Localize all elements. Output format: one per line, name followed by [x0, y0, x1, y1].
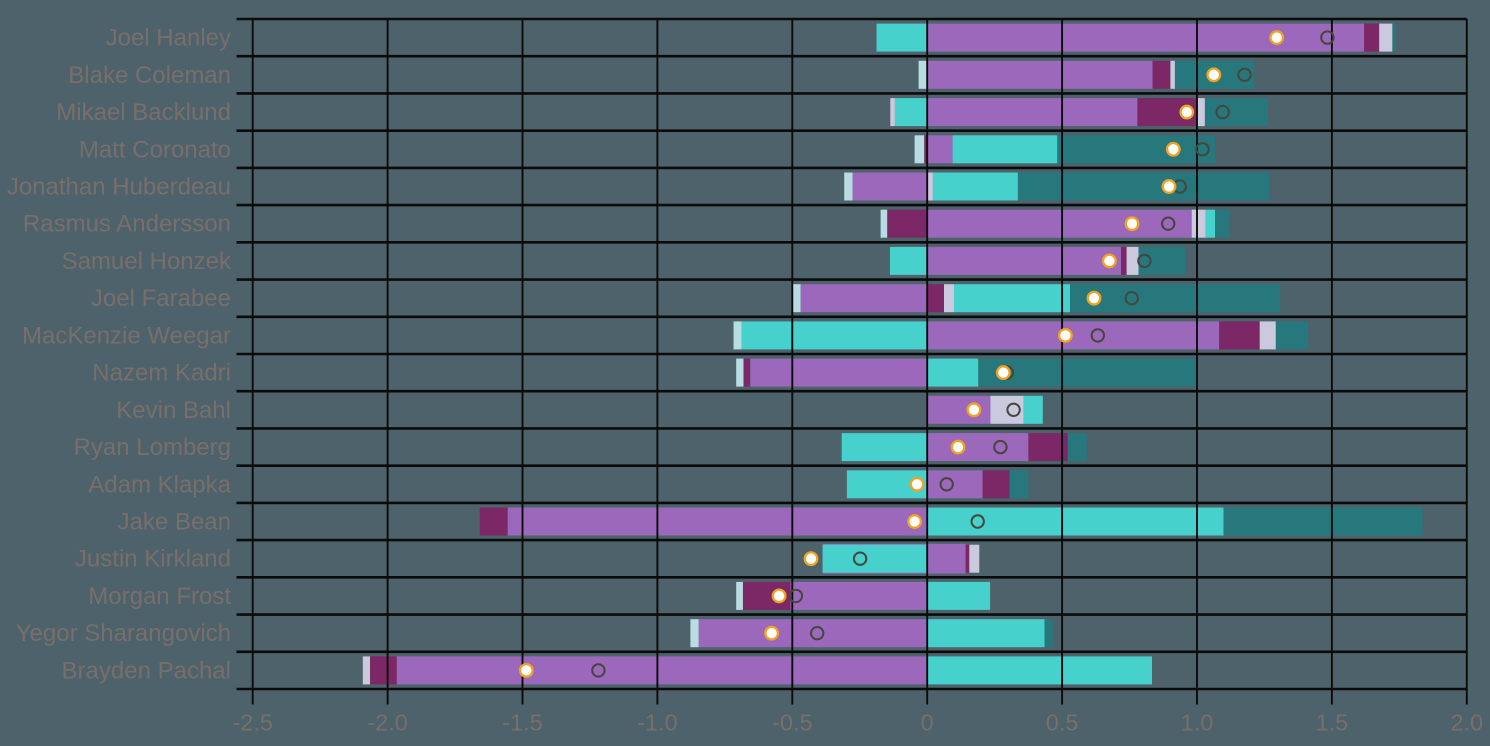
- svg-text:1.5: 1.5: [1316, 710, 1349, 736]
- svg-text:Kevin Bahl: Kevin Bahl: [116, 397, 231, 424]
- svg-text:Brayden Pachal: Brayden Pachal: [62, 657, 231, 684]
- svg-text:Matt Coronato: Matt Coronato: [79, 136, 231, 163]
- svg-text:Nazem Kadri: Nazem Kadri: [92, 360, 231, 387]
- svg-text:Joel Farabee: Joel Farabee: [91, 285, 231, 312]
- svg-text:Justin Kirkland: Justin Kirkland: [75, 546, 231, 573]
- svg-text:-1.0: -1.0: [637, 710, 678, 736]
- svg-text:-2.0: -2.0: [367, 710, 408, 736]
- svg-text:0.5: 0.5: [1046, 710, 1079, 736]
- svg-text:Jonathan Huberdeau: Jonathan Huberdeau: [7, 174, 231, 201]
- svg-text:MacKenzie Weegar: MacKenzie Weegar: [22, 322, 231, 349]
- svg-text:Mikael Backlund: Mikael Backlund: [56, 99, 231, 126]
- svg-text:Jake Bean: Jake Bean: [118, 509, 231, 536]
- svg-text:Rasmus Andersson: Rasmus Andersson: [23, 211, 231, 238]
- svg-text:0: 0: [921, 710, 934, 736]
- svg-text:Morgan Frost: Morgan Frost: [88, 583, 231, 610]
- svg-text:Ryan Lomberg: Ryan Lomberg: [74, 434, 231, 461]
- svg-text:Joel Hanley: Joel Hanley: [106, 25, 231, 52]
- svg-text:1.0: 1.0: [1181, 710, 1214, 736]
- svg-text:Samuel Honzek: Samuel Honzek: [62, 248, 232, 275]
- svg-text:Blake Coleman: Blake Coleman: [68, 62, 231, 89]
- svg-text:Yegor Sharangovich: Yegor Sharangovich: [16, 620, 231, 647]
- svg-text:2.0: 2.0: [1450, 710, 1483, 736]
- svg-text:-2.5: -2.5: [232, 710, 273, 736]
- svg-text:-0.5: -0.5: [772, 710, 813, 736]
- svg-text:-1.5: -1.5: [502, 710, 543, 736]
- svg-text:Adam Klapka: Adam Klapka: [88, 471, 231, 498]
